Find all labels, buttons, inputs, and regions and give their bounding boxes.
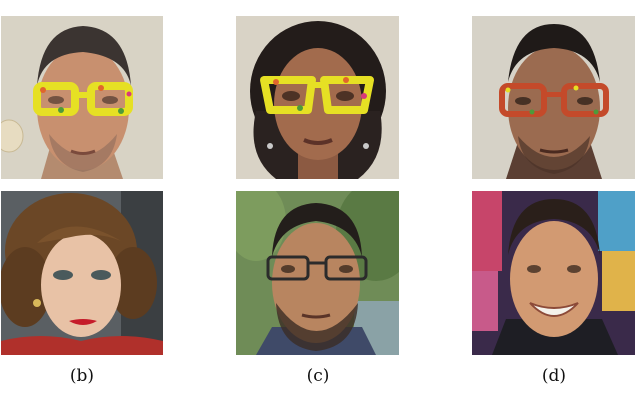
adversarial-glasses-icon [499, 83, 609, 117]
adversarial-glasses-icon [33, 82, 133, 116]
face-image [472, 16, 635, 179]
panel-top-left-face-with-adversarial-glasses [1, 16, 163, 179]
panel-bottom-middle-target-face [236, 191, 399, 355]
eyeglasses-icon [266, 255, 368, 281]
panel-top-right-face-with-adversarial-glasses [472, 16, 635, 179]
panel-bottom-left-target-face [1, 191, 163, 355]
panel-top-middle-face-with-adversarial-glasses [236, 16, 399, 179]
panel-bottom-right-target-face [472, 191, 635, 355]
face-image [236, 191, 399, 355]
face-image [1, 16, 163, 179]
caption-b: (b) [69, 366, 95, 386]
face-image [1, 191, 163, 355]
caption-c: (c) [306, 366, 330, 386]
face-image [472, 191, 635, 355]
caption-d: (d) [541, 366, 567, 386]
face-image [236, 16, 399, 179]
adversarial-glasses-icon [260, 76, 374, 114]
